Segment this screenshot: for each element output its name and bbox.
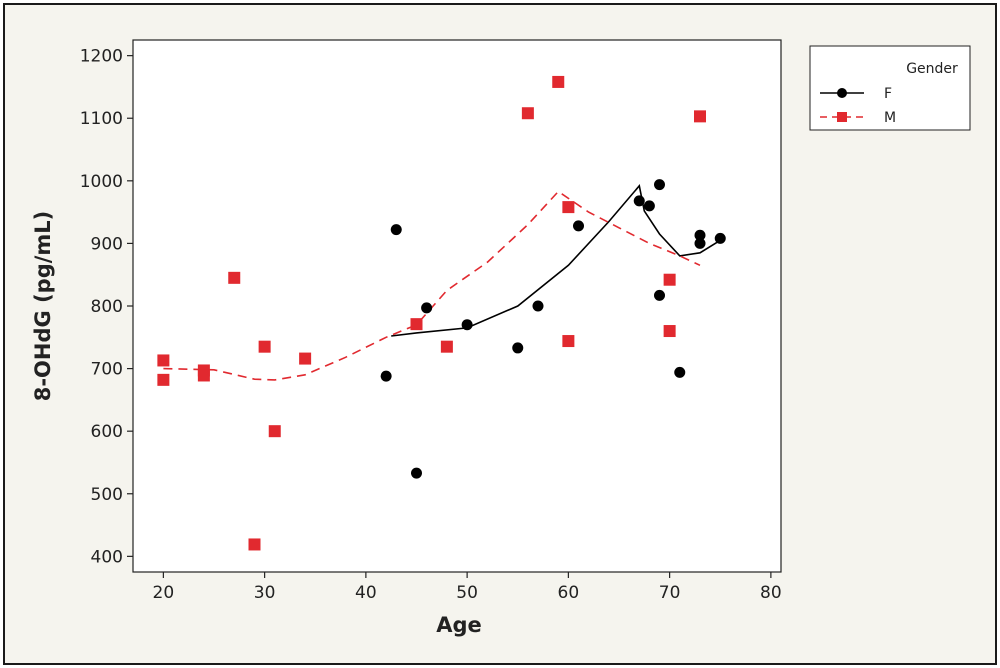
legend-marker-F [837, 88, 847, 98]
point-M-0 [157, 354, 170, 367]
point-M-1 [157, 373, 170, 386]
point-F-13 [694, 229, 706, 241]
x-tick-label-60: 60 [558, 583, 580, 603]
point-F-7 [573, 220, 584, 232]
x-tick-label-70: 70 [659, 583, 681, 603]
point-M-8 [299, 352, 312, 365]
point-F-11 [654, 289, 665, 301]
point-F-15 [714, 232, 726, 244]
point-M-7 [268, 425, 281, 438]
y-tick-label-400: 400 [91, 547, 123, 567]
y-tick-label-600: 600 [91, 422, 123, 442]
point-M-15 [663, 273, 676, 286]
x-tick-label-30: 30 [254, 583, 276, 603]
point-M-9 [410, 318, 423, 331]
point-M-14 [562, 335, 575, 348]
point-M-5 [248, 538, 261, 551]
point-F-0 [380, 370, 392, 382]
point-F-1 [390, 224, 402, 236]
point-F-10 [654, 179, 665, 191]
point-F-12 [674, 366, 686, 378]
y-axis-title: 8-OHdG (pg/mL) [31, 211, 55, 402]
plot-area [132, 39, 782, 573]
point-M-17 [694, 110, 706, 123]
point-F-5 [512, 342, 524, 354]
legend-label-M: M [884, 110, 896, 126]
point-F-4 [461, 319, 473, 331]
legend-marker-M [837, 112, 847, 122]
smoother-line-F [391, 184, 721, 337]
y-tick-label-900: 900 [91, 234, 123, 254]
smoother-line-M [163, 190, 701, 381]
point-M-3 [197, 369, 210, 382]
y-tick-label-500: 500 [91, 485, 123, 505]
x-tick-label-50: 50 [456, 583, 478, 603]
y-tick-label-1000: 1000 [80, 172, 123, 192]
x-tick-label-80: 80 [760, 583, 782, 603]
point-M-16 [663, 325, 676, 338]
legend-title: Gender [906, 61, 958, 77]
point-M-10 [440, 340, 453, 353]
x-tick-label-40: 40 [355, 583, 377, 603]
legend-box [809, 45, 971, 131]
point-M-4 [228, 271, 241, 284]
point-F-3 [421, 302, 433, 314]
y-tick-label-700: 700 [91, 360, 123, 380]
point-F-6 [532, 300, 544, 312]
point-F-8 [633, 195, 645, 207]
x-axis-title: Age [436, 613, 482, 637]
point-M-6 [258, 340, 271, 353]
y-tick-label-1200: 1200 [80, 47, 123, 67]
point-F-14 [694, 237, 706, 249]
point-M-11 [521, 107, 534, 120]
legend: Gender FM [809, 45, 971, 131]
y-tick-label-800: 800 [91, 297, 123, 317]
point-M-12 [552, 75, 565, 88]
x-tick-label-20: 20 [153, 583, 175, 603]
y-tick-label-1100: 1100 [80, 109, 123, 129]
legend-label-F: F [884, 86, 892, 102]
point-F-2 [411, 467, 422, 479]
point-F-9 [643, 200, 655, 212]
point-M-13 [562, 201, 575, 214]
